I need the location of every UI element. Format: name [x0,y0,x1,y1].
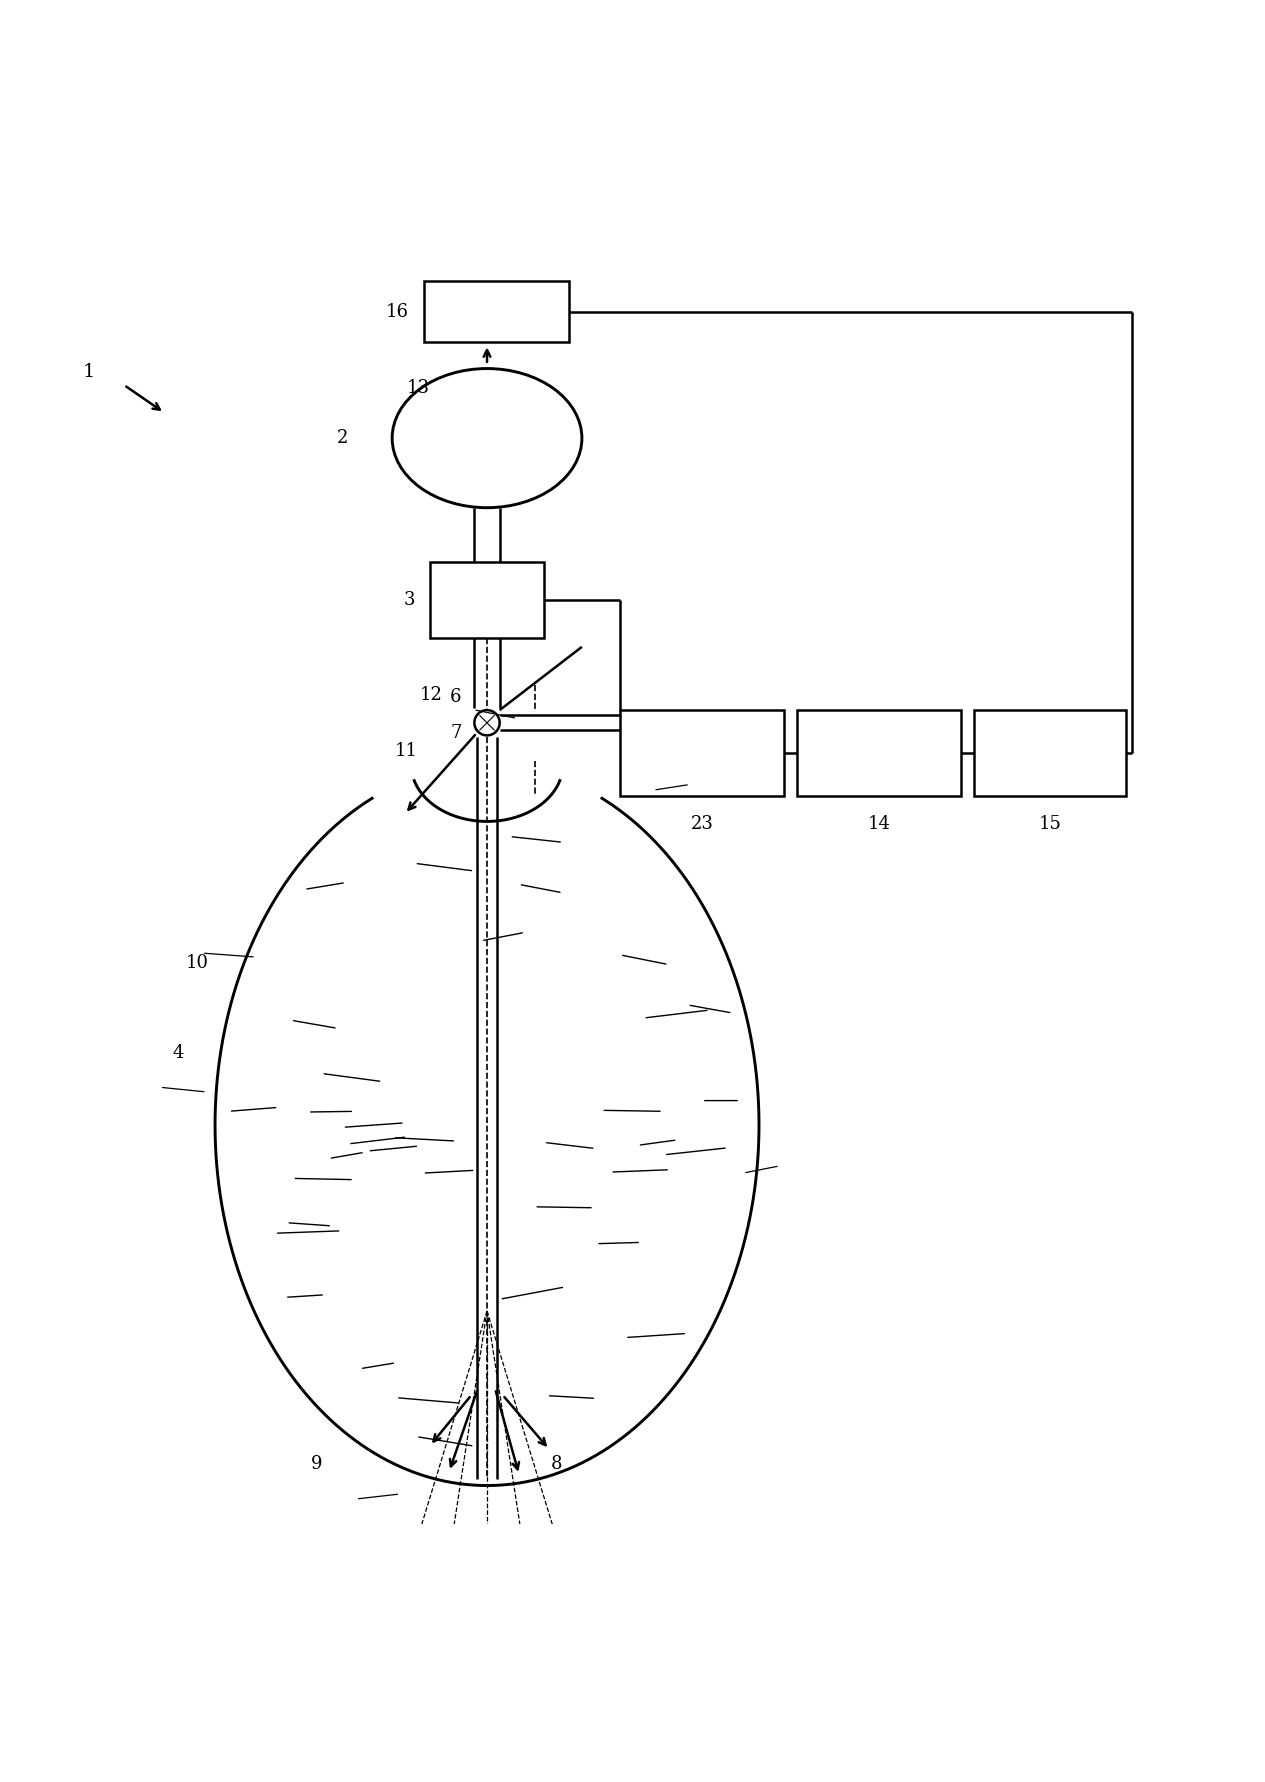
Text: 13: 13 [407,378,430,397]
Text: 23: 23 [691,814,713,834]
Text: 10: 10 [186,953,209,971]
Text: 14: 14 [868,814,891,834]
Text: 1: 1 [82,364,95,381]
Text: 9: 9 [311,1454,323,1474]
Bar [797,709,961,797]
Text: 2: 2 [336,429,348,447]
Text: 6: 6 [450,688,462,706]
Text: 11: 11 [395,741,417,759]
Text: 16: 16 [386,303,409,321]
Text: 4: 4 [172,1044,183,1062]
Bar [430,561,544,638]
Text: 12: 12 [420,686,443,704]
Bar [620,709,784,797]
Text: 15: 15 [1039,814,1061,834]
Text: 7: 7 [450,723,462,741]
Bar [974,709,1126,797]
Text: 3: 3 [404,592,415,609]
Text: 8: 8 [550,1454,562,1474]
Bar [424,282,569,342]
